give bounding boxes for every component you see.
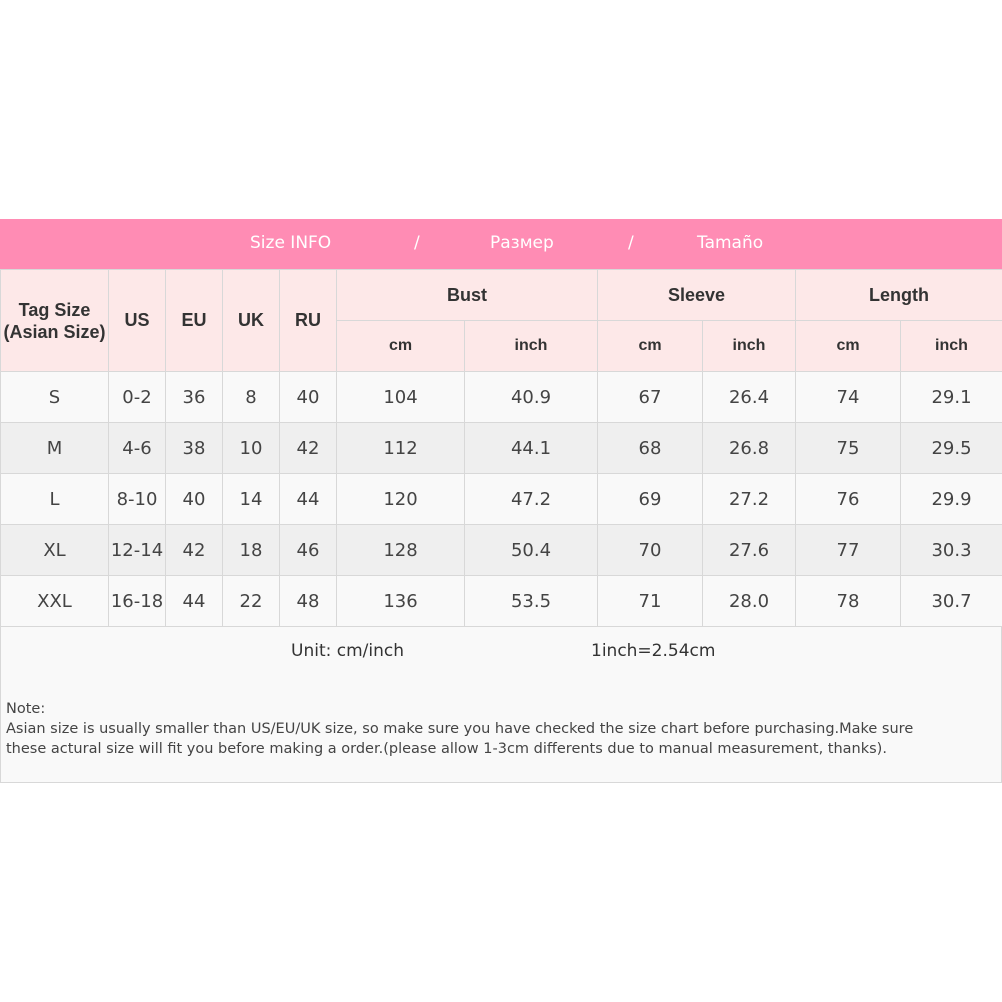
table-cell: 8-10 [108,473,166,525]
table-cell: 26.8 [702,422,796,474]
header-sleeve-cm: cm [597,320,703,372]
unit-label: Unit: cm/inch [291,641,404,661]
table-cell: 78 [795,575,901,627]
header-uk: UK [222,269,280,372]
table-cell: L [0,473,109,525]
banner-separator: / [628,233,634,253]
table-cell: 40.9 [464,371,598,423]
table-cell: 8 [222,371,280,423]
header-length: Length [795,269,1002,321]
table-cell: 14 [222,473,280,525]
header-length-cm: cm [795,320,901,372]
header-us: US [108,269,166,372]
note-line-2: these actural size will fit you before m… [6,741,887,757]
table-cell: 44 [165,575,223,627]
table-cell: 46 [279,524,337,576]
banner-russian: Размер [490,233,554,253]
header-ru: RU [279,269,337,372]
table-cell: 44 [279,473,337,525]
table-cell: S [0,371,109,423]
note-box: Note: Asian size is usually smaller than… [0,676,1002,783]
table-cell: 50.4 [464,524,598,576]
table-row: S 0-2 36 8 40 104 40.9 67 26.4 74 29.1 [0,371,1002,423]
table-cell: 40 [279,371,337,423]
table-row: XXL 16-18 44 22 48 136 53.5 71 28.0 78 30.7 [0,575,1002,627]
table-row: L 8-10 40 14 44 120 47.2 69 27.2 76 29.9 [0,473,1002,525]
table-cell: 74 [795,371,901,423]
table-cell: 71 [597,575,703,627]
table-cell: 70 [597,524,703,576]
table-cell: 29.1 [900,371,1002,423]
table-cell: 128 [336,524,465,576]
unit-row: Unit: cm/inch 1inch=2.54cm [0,626,1002,677]
header-sleeve-inch: inch [702,320,796,372]
table-cell: 67 [597,371,703,423]
table-cell: XL [0,524,109,576]
table-cell: 0-2 [108,371,166,423]
table-cell: 104 [336,371,465,423]
table-cell: 12-14 [108,524,166,576]
table-row: XL 12-14 42 18 46 128 50.4 70 27.6 77 30.3 [0,524,1002,576]
table-cell: 16-18 [108,575,166,627]
table-cell: 18 [222,524,280,576]
table-cell: 77 [795,524,901,576]
banner-separator: / [414,233,420,253]
size-info-banner: Size INFO / Размер / Tamaño [0,219,1002,269]
banner-spanish: Tamaño [697,233,764,253]
header-bust-cm: cm [336,320,465,372]
table-cell: 29.5 [900,422,1002,474]
table-cell: 42 [165,524,223,576]
table-cell: 68 [597,422,703,474]
table-cell: 27.2 [702,473,796,525]
table-cell: 38 [165,422,223,474]
banner-english: Size INFO [250,233,332,253]
header-tag-size: Tag Size (Asian Size) [0,269,109,372]
table-cell: 42 [279,422,337,474]
table-cell: M [0,422,109,474]
table-cell: 4-6 [108,422,166,474]
table-cell: 30.3 [900,524,1002,576]
table-cell: 40 [165,473,223,525]
note-title: Note: [6,701,46,717]
table-cell: 76 [795,473,901,525]
table-cell: 27.6 [702,524,796,576]
header-bust: Bust [336,269,598,321]
table-cell: 75 [795,422,901,474]
unit-conversion: 1inch=2.54cm [591,641,716,661]
size-table: Tag Size (Asian Size) US EU UK RU Bust S… [0,269,1002,627]
table-cell: 48 [279,575,337,627]
table-cell: 47.2 [464,473,598,525]
table-cell: 112 [336,422,465,474]
table-cell: 29.9 [900,473,1002,525]
table-row: M 4-6 38 10 42 112 44.1 68 26.8 75 29.5 [0,422,1002,474]
header-eu: EU [165,269,223,372]
note-line-1: Asian size is usually smaller than US/EU… [6,721,914,737]
table-cell: 120 [336,473,465,525]
table-cell: 28.0 [702,575,796,627]
table-cell: XXL [0,575,109,627]
table-cell: 22 [222,575,280,627]
table-cell: 136 [336,575,465,627]
table-cell: 44.1 [464,422,598,474]
header-length-inch: inch [900,320,1002,372]
header-bust-inch: inch [464,320,598,372]
table-cell: 26.4 [702,371,796,423]
table-cell: 30.7 [900,575,1002,627]
table-cell: 69 [597,473,703,525]
table-cell: 53.5 [464,575,598,627]
table-cell: 10 [222,422,280,474]
table-cell: 36 [165,371,223,423]
header-sleeve: Sleeve [597,269,796,321]
